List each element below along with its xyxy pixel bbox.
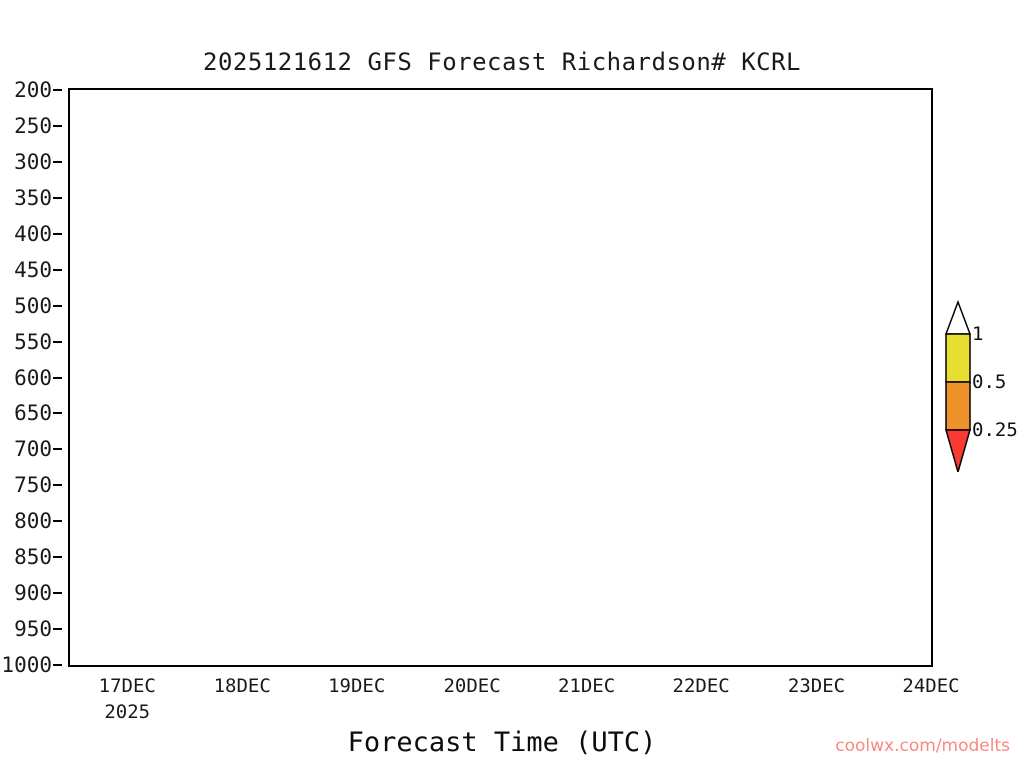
y-tick-mark-650 [53, 412, 62, 415]
y-tick-mark-750 [53, 484, 62, 487]
y-tick-label-750: 750 [14, 473, 52, 498]
legend-colorbar: 1 0.5 0.25 [938, 292, 1024, 472]
legend-label-0p5: 0.5 [972, 371, 1007, 393]
y-tick-label-700: 700 [14, 437, 52, 462]
plot-area [68, 88, 933, 667]
x-tick-label-17dec: 17DEC [98, 675, 156, 697]
y-tick-mark-1000 [53, 664, 62, 666]
chart-title: 2025121612 GFS Forecast Richardson# KCRL [203, 48, 801, 76]
y-tick-label-450: 450 [14, 257, 52, 282]
colorbar-svg [944, 299, 972, 472]
legend-label-0p25: 0.25 [972, 419, 1018, 441]
y-tick-label-300: 300 [14, 149, 52, 174]
y-tick-label-950: 950 [14, 617, 52, 642]
y-tick-mark-850 [53, 556, 62, 559]
y-tick-label-1000: 1000 [1, 653, 52, 677]
x-axis-year-label: 2025 [104, 701, 151, 723]
y-tick-mark-950 [53, 628, 62, 631]
y-tick-mark-800 [53, 520, 62, 523]
y-tick-mark-600 [53, 376, 62, 379]
y-axis: 200 250 300 350 400 450 500 550 600 650 700 750 800 8… [0, 78, 62, 677]
y-tick-mark-350 [53, 196, 62, 199]
watermark: coolwx.com/modelts [835, 736, 1010, 756]
y-tick-label-650: 650 [14, 401, 52, 426]
plot-frame [68, 88, 933, 667]
y-tick-mark-900 [53, 592, 62, 595]
x-tick-label-24dec: 24DEC [902, 675, 960, 697]
y-tick-mark-250 [53, 124, 62, 127]
y-tick-label-800: 800 [14, 509, 52, 534]
y-tick-label-350: 350 [14, 185, 52, 210]
x-axis: 17DEC 18DEC 19DEC 20DEC 21DEC 22DEC 23DEC 24DEC… [68, 671, 960, 731]
y-tick-label-850: 850 [14, 545, 52, 570]
x-tick-label-23dec: 23DEC [787, 675, 846, 697]
y-tick-mark-200 [53, 89, 62, 91]
x-tick-label-18dec: 18DEC [213, 675, 271, 697]
x-tick-label-22dec: 22DEC [672, 675, 730, 697]
y-tick-mark-300 [53, 160, 62, 163]
y-tick-mark-700 [53, 448, 62, 451]
y-tick-mark-500 [53, 304, 62, 307]
y-tick-label-900: 900 [14, 581, 52, 606]
x-tick-label-21dec: 21DEC [557, 675, 616, 697]
y-tick-mark-400 [53, 232, 62, 235]
y-tick-label-200: 200 [14, 78, 52, 102]
y-tick-mark-450 [53, 268, 62, 271]
y-tick-label-550: 550 [14, 329, 52, 354]
y-tick-label-250: 250 [14, 113, 52, 138]
legend-label-1: 1 [972, 323, 984, 345]
y-tick-label-500: 500 [14, 293, 52, 318]
y-tick-mark-550 [53, 340, 62, 343]
x-axis-title: Forecast Time (UTC) [347, 727, 657, 758]
y-tick-label-600: 600 [14, 365, 52, 390]
x-tick-label-19dec: 19DEC [328, 675, 386, 697]
y-tick-label-400: 400 [14, 221, 52, 246]
x-tick-label-20dec: 20DEC [443, 675, 501, 697]
